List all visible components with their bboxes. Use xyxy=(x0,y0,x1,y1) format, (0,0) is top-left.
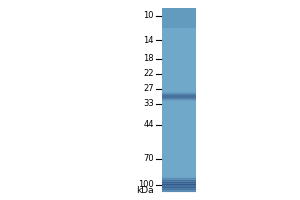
Bar xyxy=(162,191,196,192)
Bar xyxy=(162,184,196,185)
Bar xyxy=(162,186,196,187)
Bar xyxy=(162,92,196,93)
Bar xyxy=(162,189,196,190)
Bar xyxy=(162,178,196,179)
Bar xyxy=(162,180,196,181)
Bar xyxy=(162,191,196,192)
Bar xyxy=(162,180,196,181)
Bar xyxy=(162,184,196,185)
Bar xyxy=(162,93,196,94)
Bar xyxy=(162,183,196,184)
Text: 14: 14 xyxy=(143,36,154,45)
Bar xyxy=(162,94,196,95)
Bar xyxy=(162,95,196,96)
Text: 27: 27 xyxy=(143,84,154,93)
Text: kDa: kDa xyxy=(136,186,154,195)
Text: 33: 33 xyxy=(143,99,154,108)
Bar xyxy=(162,190,196,191)
Bar xyxy=(162,96,196,97)
Bar xyxy=(162,96,196,97)
Bar xyxy=(162,101,196,102)
Bar xyxy=(162,181,196,182)
Bar xyxy=(162,98,196,99)
Bar xyxy=(162,182,196,183)
Text: 10: 10 xyxy=(143,11,154,20)
Text: 70: 70 xyxy=(143,154,154,163)
Bar xyxy=(162,99,196,100)
Bar xyxy=(162,192,196,193)
Bar xyxy=(162,188,196,189)
Bar xyxy=(162,100,196,101)
Text: 100: 100 xyxy=(138,180,154,189)
Text: 22: 22 xyxy=(143,69,154,78)
Bar xyxy=(162,8,196,192)
Bar xyxy=(162,179,196,180)
Bar xyxy=(162,95,196,96)
Bar xyxy=(162,187,196,188)
Text: 44: 44 xyxy=(143,120,154,129)
Bar xyxy=(162,97,196,98)
Bar xyxy=(162,97,196,98)
Bar xyxy=(162,187,196,188)
Text: 18: 18 xyxy=(143,54,154,63)
Bar xyxy=(162,178,196,179)
Bar xyxy=(162,8,196,28)
Bar xyxy=(162,98,196,99)
Bar xyxy=(162,91,196,92)
Bar xyxy=(162,189,196,190)
Bar xyxy=(162,94,196,95)
Bar xyxy=(162,177,196,178)
Bar xyxy=(162,182,196,183)
Bar xyxy=(162,185,196,186)
